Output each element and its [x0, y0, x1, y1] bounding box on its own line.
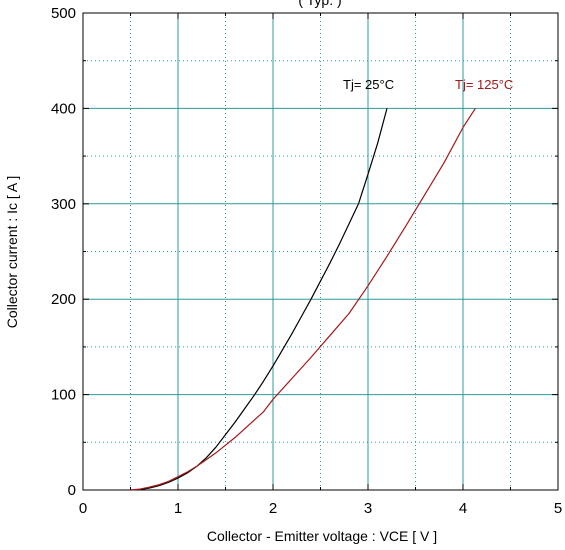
series-label-125c: Tj= 125°C	[455, 77, 513, 92]
chart-title: ( Typ. )	[298, 0, 341, 8]
y-tick-label: 200	[51, 291, 76, 308]
series-line-1	[130, 108, 476, 491]
y-axis-title: Collector current : Ic [ A ]	[4, 176, 20, 329]
grid	[83, 13, 558, 490]
y-tick-label: 400	[51, 100, 76, 117]
series-lines	[130, 108, 476, 491]
x-axis-title: Collector - Emitter voltage : VCE [ V ]	[207, 528, 437, 544]
x-tick-label: 5	[554, 500, 562, 517]
series-label-25c: Tj= 25°C	[343, 77, 394, 92]
series-line-0	[130, 108, 388, 491]
y-tick-label: 300	[51, 196, 76, 213]
tick-marks	[82, 12, 559, 491]
y-tick-label: 0	[68, 482, 76, 499]
x-tick-label: 4	[459, 500, 467, 517]
tick-labels: 0 1 2 3 4 5 0 100 200 300 400 500	[51, 5, 562, 517]
x-tick-label: 1	[174, 500, 182, 517]
x-tick-label: 2	[269, 500, 277, 517]
y-tick-label: 500	[51, 5, 76, 22]
x-tick-label: 3	[364, 500, 372, 517]
y-tick-label: 100	[51, 387, 76, 404]
x-tick-label: 0	[79, 500, 87, 517]
